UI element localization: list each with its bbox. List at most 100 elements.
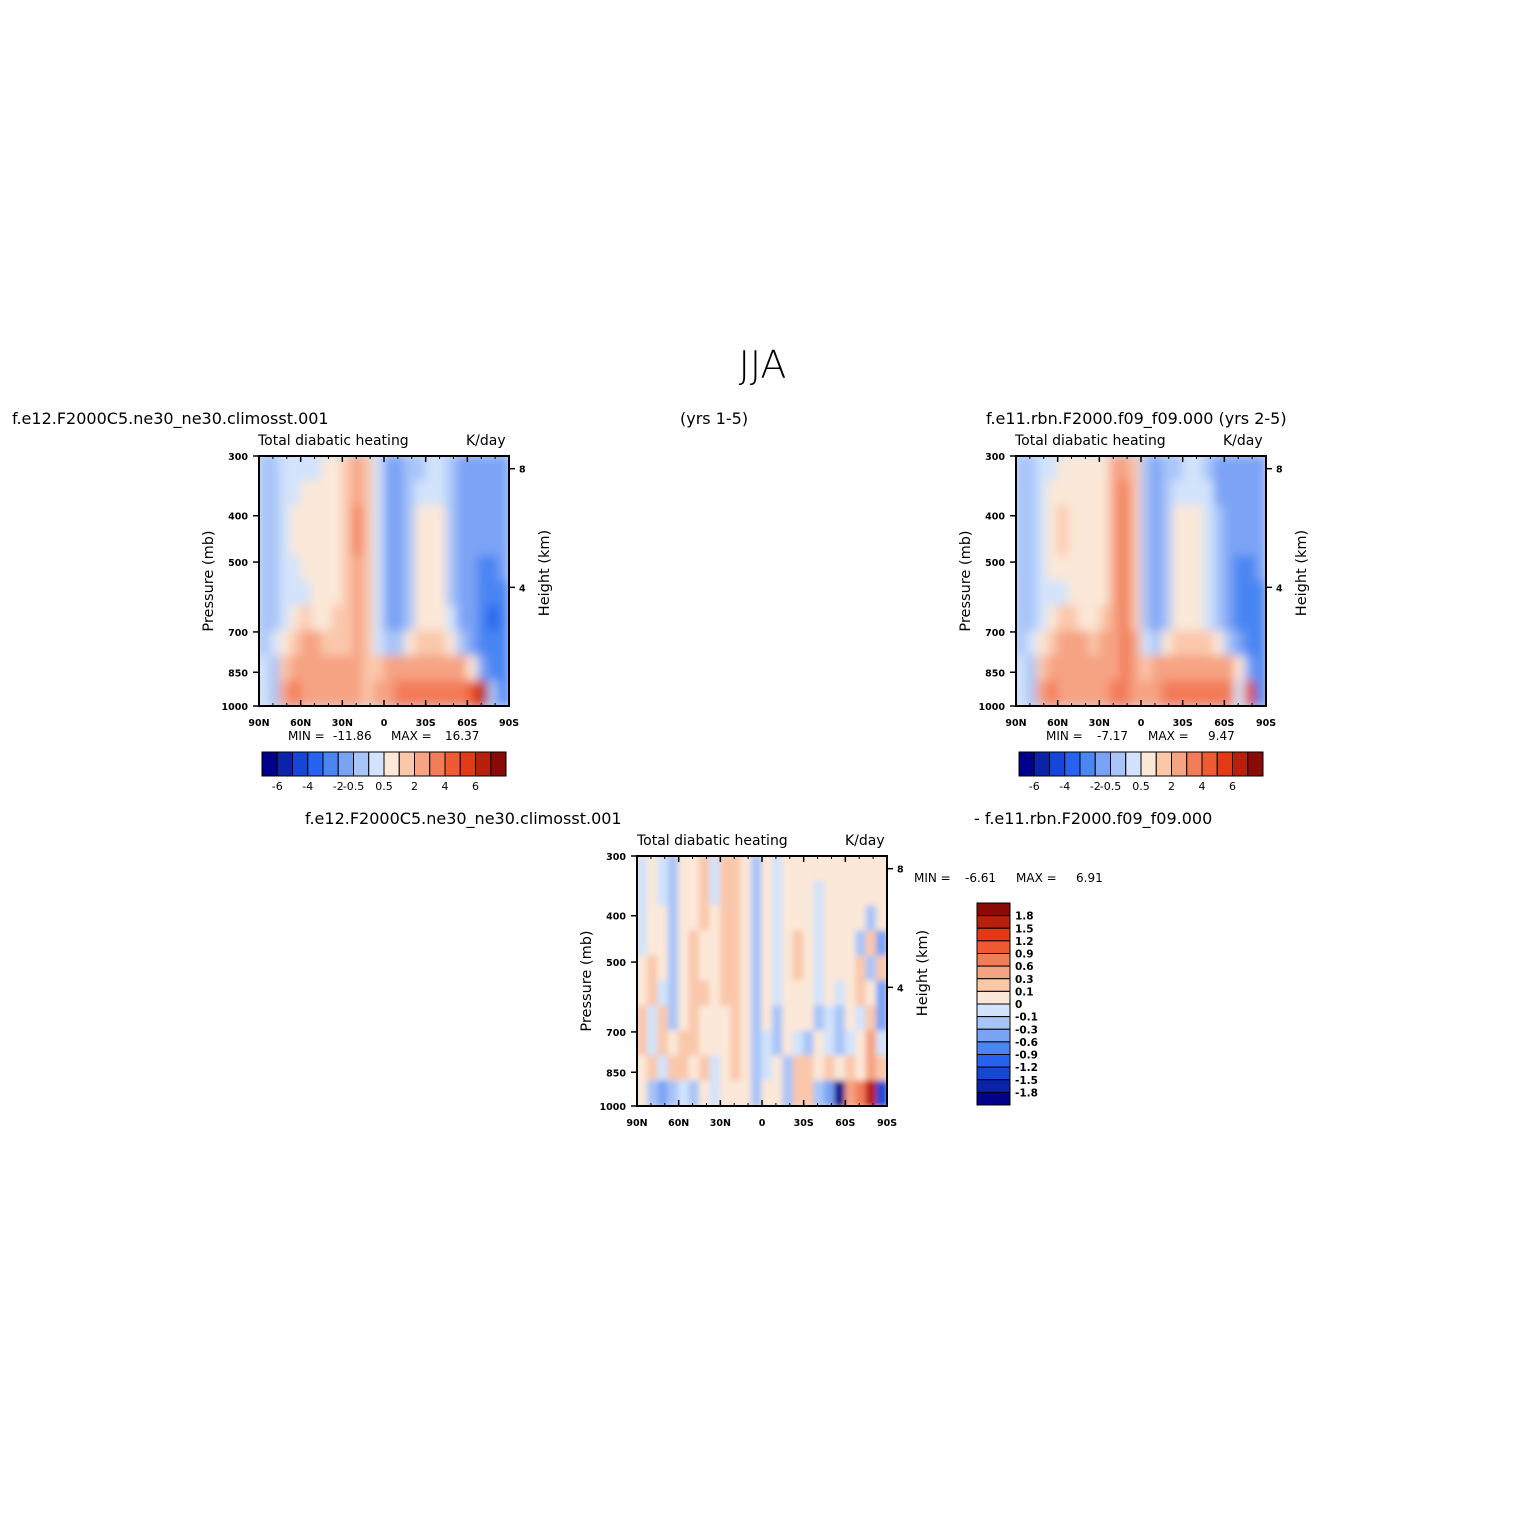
panel-1-cell bbox=[393, 580, 406, 607]
panel-2-cell bbox=[1161, 505, 1173, 532]
panel-diff-cell bbox=[699, 1005, 711, 1032]
panel-2-cell bbox=[1130, 555, 1142, 582]
panel-2-cell bbox=[1234, 555, 1246, 582]
panel-diff-cell bbox=[688, 1080, 700, 1106]
panel-1-cell bbox=[414, 680, 427, 706]
panel-diff-cell bbox=[667, 1055, 680, 1082]
panel-diff-cell bbox=[719, 856, 732, 882]
panel-2-cell bbox=[1098, 505, 1111, 532]
panel-2-cell bbox=[1255, 480, 1266, 507]
panel-diff-cell bbox=[761, 1030, 773, 1057]
panel-2-cell bbox=[1192, 655, 1204, 682]
panel-diff-cell bbox=[751, 980, 763, 1007]
panel-1-cell bbox=[383, 480, 395, 507]
panel-diff-cell bbox=[699, 880, 711, 907]
panel-1-cell bbox=[352, 655, 364, 682]
panel-diff-cell bbox=[730, 880, 742, 907]
panel-1-cell bbox=[498, 555, 509, 582]
panel-2-cell bbox=[1255, 605, 1266, 632]
panel-2-cell bbox=[1171, 630, 1184, 657]
panel-2-cell bbox=[1057, 530, 1069, 557]
panel-diff-cell bbox=[782, 1005, 794, 1032]
panel-2-cell bbox=[1203, 680, 1215, 706]
panel-diff-cell bbox=[637, 980, 648, 1007]
panel-2-cell bbox=[1119, 605, 1132, 632]
panel-2-ytick-label: 700 bbox=[985, 628, 1005, 639]
panel-diff-ylabel-right: Height (km) bbox=[915, 930, 931, 1016]
panel-diff-cell bbox=[855, 856, 867, 882]
panel-2-cell bbox=[1171, 456, 1184, 482]
panel-diff-cell bbox=[740, 955, 753, 982]
panel-diff-cell bbox=[667, 856, 680, 882]
panel-1-cell bbox=[404, 630, 416, 657]
panel-2-cell bbox=[1088, 480, 1100, 507]
panel-1-cell bbox=[259, 580, 270, 607]
panel-diff-colorbar-label: 0.9 bbox=[1015, 949, 1034, 961]
panel-1-colorbar-box bbox=[322, 751, 339, 777]
panel-diff-ytick-label: 300 bbox=[606, 852, 626, 863]
panel-1-cell bbox=[310, 530, 322, 557]
panel-1-cell bbox=[289, 530, 302, 557]
panel-1-cell bbox=[259, 456, 270, 482]
panel-2-cell bbox=[1119, 456, 1132, 482]
panel-2-cell bbox=[1119, 655, 1132, 682]
panel-2-colorbar-box bbox=[1064, 751, 1081, 777]
panel-1-cell bbox=[289, 456, 302, 482]
panel-1-cell bbox=[446, 530, 458, 557]
panel-2-cell bbox=[1109, 630, 1121, 657]
panel-2-cell bbox=[1109, 580, 1121, 607]
panel-2-cell bbox=[1234, 530, 1246, 557]
panel-2-cell bbox=[1046, 630, 1059, 657]
panel-2-cell bbox=[1255, 580, 1266, 607]
panel-diff-cell bbox=[646, 980, 659, 1007]
panel-1-colorbar-label: 0.5 bbox=[375, 780, 393, 793]
panel-1-cell bbox=[404, 605, 416, 632]
panel-1-ytick-label: 1000 bbox=[222, 702, 249, 713]
panel-1-cell bbox=[259, 630, 270, 657]
panel-diff-cell bbox=[678, 1055, 690, 1082]
panel-2-ytick-label: 500 bbox=[985, 558, 1005, 569]
panel-1-cell bbox=[310, 555, 322, 582]
panel-1-cell bbox=[279, 480, 291, 507]
panel-2-cell bbox=[1119, 555, 1132, 582]
panel-diff-cell bbox=[646, 1080, 659, 1106]
panel-1-colorbar-label: 2 bbox=[411, 780, 418, 793]
panel-diff-cell bbox=[865, 955, 878, 982]
panel-1-cell bbox=[456, 456, 468, 482]
panel-2-field bbox=[1016, 456, 1266, 706]
panel-2-cell bbox=[1098, 530, 1111, 557]
panel-1-colorbar-label: -0.5 bbox=[343, 780, 364, 793]
panel-1-cell bbox=[321, 680, 333, 706]
panel-2-cell bbox=[1223, 655, 1236, 682]
panel-2-cell bbox=[1171, 555, 1184, 582]
panel-2-cell bbox=[1182, 456, 1194, 482]
panel-1-cell bbox=[383, 605, 395, 632]
panel-1-cell bbox=[414, 505, 427, 532]
panel-1-cell bbox=[498, 655, 509, 682]
panel-1-cell bbox=[435, 680, 447, 706]
panel-1-ylabel: Pressure (mb) bbox=[201, 530, 217, 631]
panel-2-cell bbox=[1036, 605, 1048, 632]
panel-2-colorbar-label: 6 bbox=[1229, 780, 1236, 793]
panel-diff-cell bbox=[678, 856, 690, 882]
panel-diff-cell bbox=[646, 856, 659, 882]
panel-diff-colorbar-box bbox=[976, 1079, 1011, 1093]
panel-diff-cell bbox=[803, 856, 815, 882]
panel-diff-xtick-label: 0 bbox=[759, 1118, 766, 1129]
panel-1-cell bbox=[477, 456, 489, 482]
panel-2-cell bbox=[1067, 580, 1079, 607]
panel-2-cell bbox=[1130, 630, 1142, 657]
panel-2-cell bbox=[1088, 505, 1100, 532]
panel-1-cell bbox=[425, 680, 437, 706]
panel-2-cell bbox=[1036, 555, 1048, 582]
panel-2-cell bbox=[1130, 505, 1142, 532]
panel-1-cell bbox=[456, 530, 468, 557]
panel-2-cell bbox=[1109, 456, 1121, 482]
panel-2-cell bbox=[1213, 505, 1225, 532]
panel-1-cell bbox=[393, 456, 406, 482]
panel-diff-units: K/day bbox=[845, 833, 885, 849]
panel-2-cell bbox=[1150, 480, 1163, 507]
panel-1-cell bbox=[425, 630, 437, 657]
panel-1-cell bbox=[362, 505, 375, 532]
panel-diff-cell bbox=[813, 1005, 825, 1032]
